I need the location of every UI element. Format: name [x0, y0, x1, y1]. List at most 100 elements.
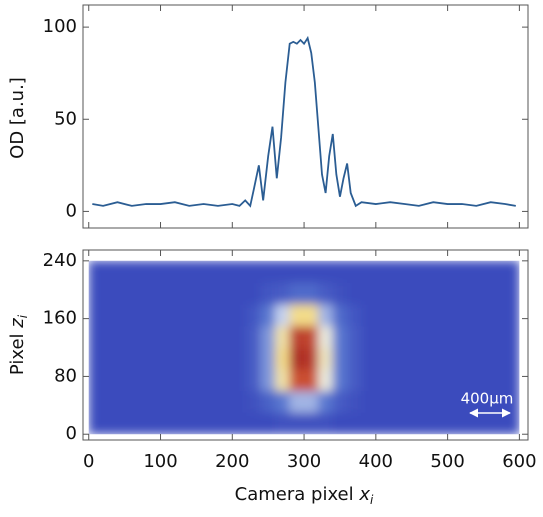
heatmap-cell	[188, 282, 204, 305]
y-tick-label: 240	[43, 250, 77, 271]
heatmap-cell	[375, 260, 391, 283]
heatmap-cell	[490, 390, 506, 413]
y-tick-label: 0	[66, 423, 77, 444]
heatmap-cell	[504, 412, 520, 435]
heatmap-cell	[217, 412, 233, 435]
heatmap-cell	[131, 282, 147, 305]
heatmap-cell	[404, 325, 420, 348]
heatmap-cell	[188, 368, 204, 392]
heatmap-cell	[303, 325, 319, 348]
heatmap-cell	[476, 347, 491, 370]
heatmap-cell	[145, 412, 161, 435]
heatmap-cell	[332, 390, 348, 413]
heatmap-cell	[174, 260, 190, 283]
x-axis-label: Camera pixel xi	[235, 484, 374, 507]
heatmap-cell	[289, 347, 305, 370]
heatmap-cell	[102, 260, 118, 283]
heatmap-cell	[389, 325, 405, 348]
label-sub: i	[16, 314, 30, 318]
heatmap-cell	[318, 303, 334, 327]
heatmap-image	[88, 260, 520, 435]
heatmap-cell	[117, 390, 133, 413]
heatmap-cell	[447, 390, 463, 413]
heatmap-cell	[145, 347, 161, 370]
heatmap-cell	[303, 390, 319, 413]
heatmap-cell	[275, 303, 291, 327]
heatmap-cell	[188, 412, 204, 435]
heatmap-cell	[231, 368, 247, 392]
heatmap-cell	[476, 260, 491, 283]
heatmap-cell	[504, 260, 520, 283]
heatmap-cell	[102, 282, 118, 305]
heatmap-cell	[231, 412, 247, 435]
heatmap-cell	[490, 282, 506, 305]
heatmap-cell	[303, 347, 319, 370]
heatmap-cell	[461, 390, 477, 413]
y-tick-label: 80	[54, 365, 77, 386]
heatmap-cell	[246, 303, 262, 327]
heatmap-cell	[145, 303, 161, 327]
heatmap-cell	[246, 325, 262, 348]
heatmap-cell	[404, 303, 420, 327]
axes-frame	[82, 249, 529, 441]
x-tick-label: 0	[83, 451, 94, 472]
heatmap-cell	[418, 368, 434, 392]
heatmap-cell	[332, 260, 348, 283]
heatmap-cell	[346, 282, 362, 305]
heatmap-cell	[476, 303, 491, 327]
heatmap-cell	[418, 260, 434, 283]
heatmap-cell	[145, 390, 161, 413]
heatmap-cell	[260, 390, 276, 413]
label-text: Camera pixel	[235, 484, 360, 505]
heatmap-cell	[432, 412, 448, 435]
heatmap-cell	[490, 347, 506, 370]
heatmap-cell	[131, 303, 147, 327]
heatmap-cell	[404, 260, 420, 283]
heatmap-cell	[418, 282, 434, 305]
heatmap-cell	[504, 282, 520, 305]
heatmap-cell	[346, 303, 362, 327]
heatmap-cell	[432, 368, 448, 392]
heatmap-cell	[217, 325, 233, 348]
heatmap-cell	[102, 412, 118, 435]
heatmap-cell	[246, 282, 262, 305]
heatmap-cell	[88, 390, 104, 413]
heatmap-cell	[332, 282, 348, 305]
heatmap-cell	[145, 282, 161, 305]
heatmap-cell	[117, 260, 133, 283]
heatmap-cell	[404, 347, 420, 370]
heatmap-cell	[246, 347, 262, 370]
heatmap-cell	[260, 282, 276, 305]
heatmap-cell	[246, 260, 262, 283]
heatmap-cell	[461, 325, 477, 348]
heatmap-cell	[160, 390, 176, 413]
x-tick-label: 600	[502, 451, 536, 472]
heatmap-cell	[117, 368, 133, 392]
heatmap-cell	[88, 282, 104, 305]
heatmap-cell	[260, 260, 276, 283]
heatmap-cell	[432, 282, 448, 305]
heatmap-cell	[174, 368, 190, 392]
heatmap-cell	[260, 303, 276, 327]
heatmap-cell	[203, 325, 219, 348]
heatmap-cell	[217, 347, 233, 370]
heatmap-cell	[461, 260, 477, 283]
heatmap-cell	[332, 325, 348, 348]
heatmap-cell	[131, 368, 147, 392]
x-tick-label: 400	[359, 451, 393, 472]
heatmap-cell	[188, 260, 204, 283]
heatmap-cell	[504, 390, 520, 413]
heatmap-cell	[231, 347, 247, 370]
heatmap-cell	[203, 303, 219, 327]
heatmap-cell	[389, 282, 405, 305]
heatmap-cell	[332, 368, 348, 392]
heatmap-cell	[476, 412, 491, 435]
heatmap-cell	[88, 347, 104, 370]
heatmap-cell	[318, 412, 334, 435]
heatmap-cell	[217, 390, 233, 413]
heatmap-cell	[404, 368, 420, 392]
heatmap-cell	[361, 282, 377, 305]
heatmap-cell	[160, 282, 176, 305]
heatmap-cell	[432, 260, 448, 283]
